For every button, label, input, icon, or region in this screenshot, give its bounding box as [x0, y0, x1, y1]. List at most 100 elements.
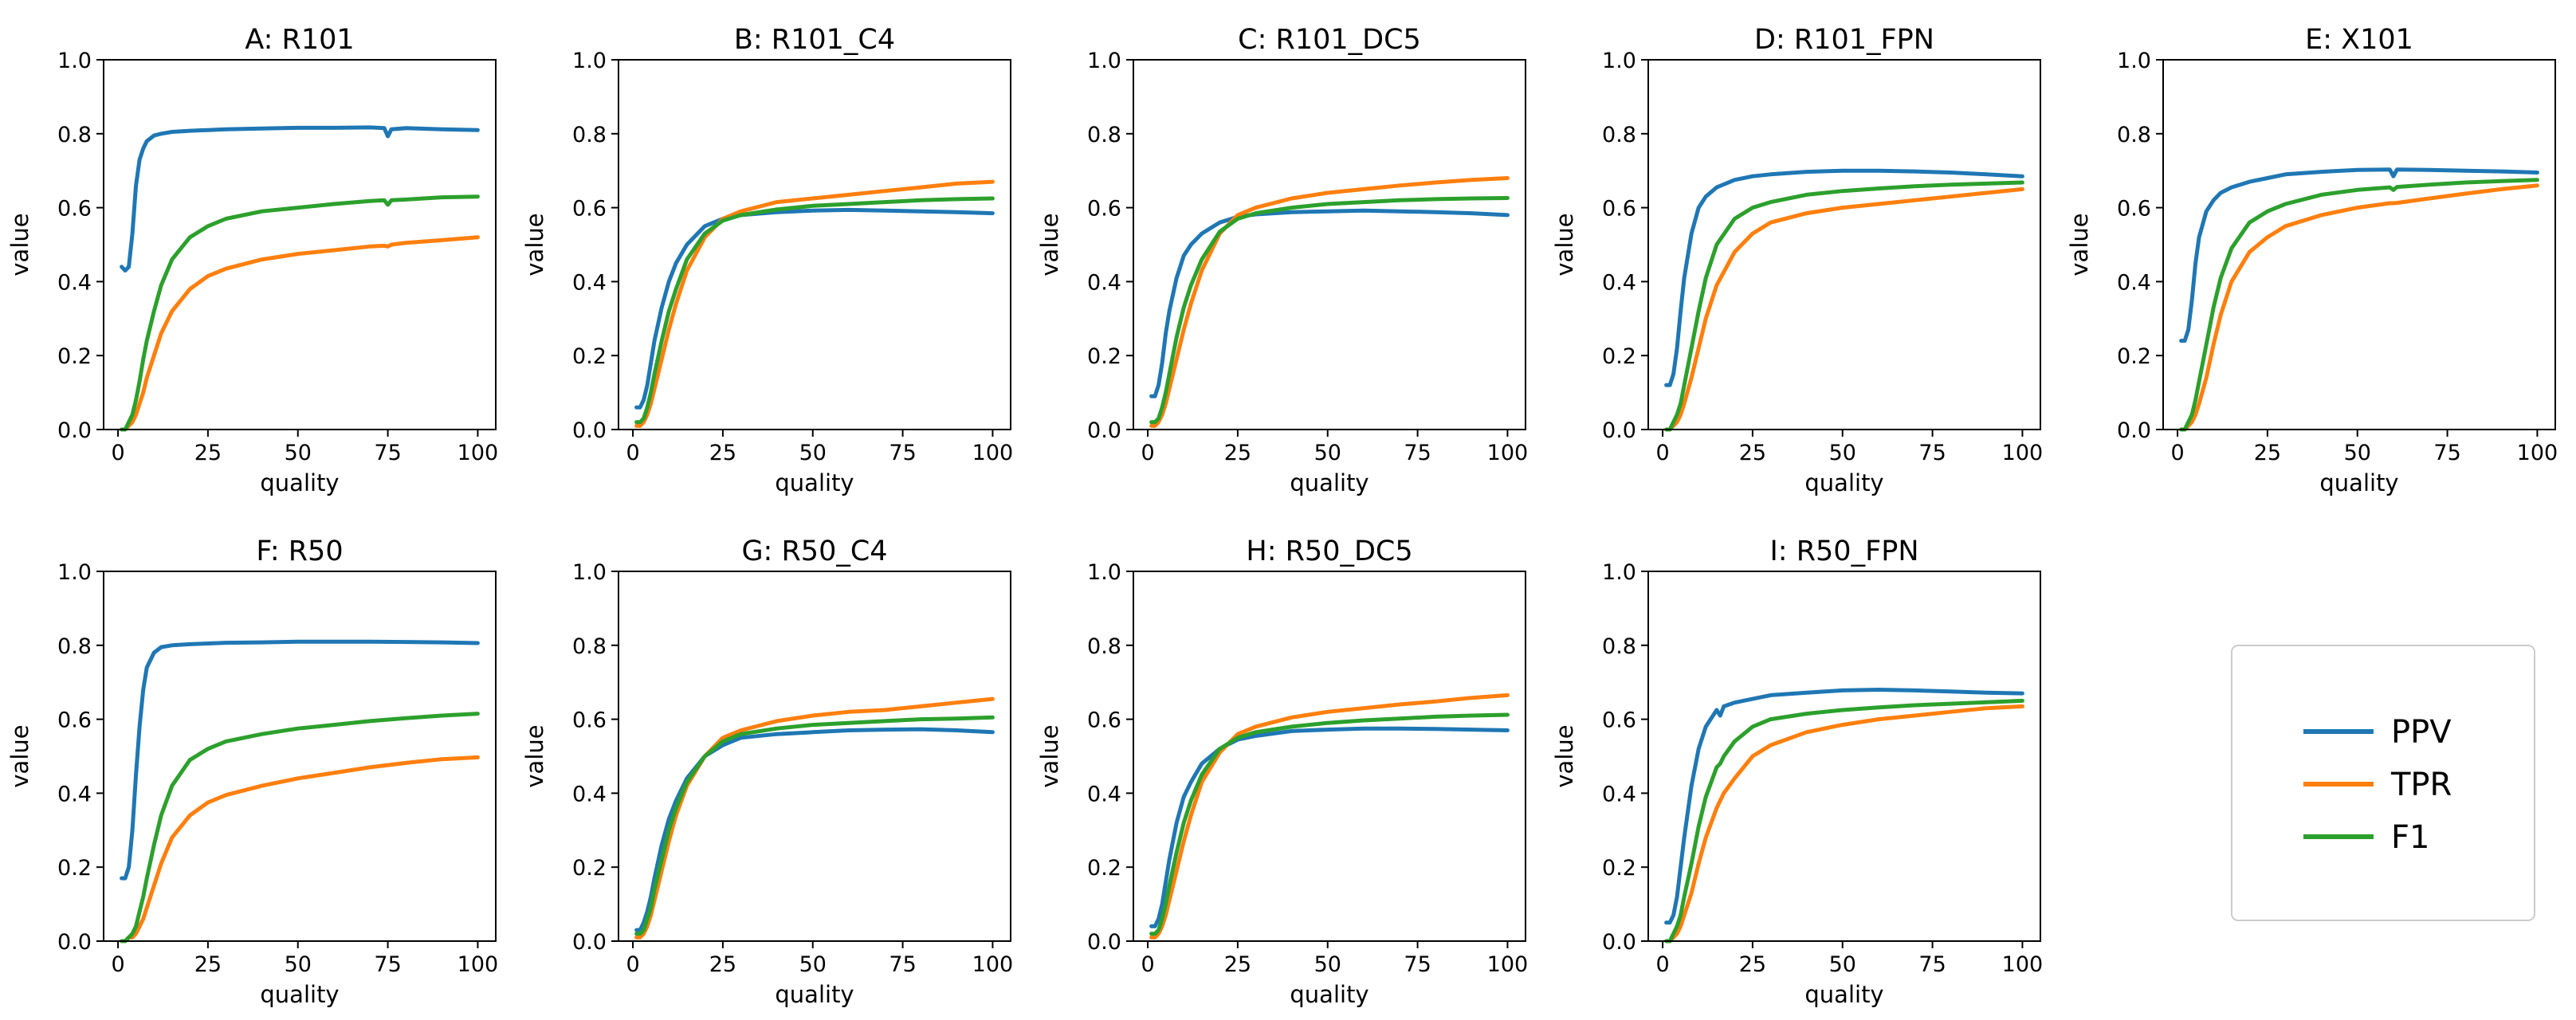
legend-label: F1 — [2391, 819, 2429, 856]
y-tick-label: 1.0 — [1087, 560, 1121, 585]
y-tick-label: 0.8 — [57, 123, 92, 147]
x-tick-label: 50 — [1314, 952, 1341, 977]
y-tick-label: 0.6 — [1087, 197, 1121, 222]
x-axis-label: quality — [260, 981, 339, 1008]
y-tick-label: 0.6 — [2117, 197, 2151, 222]
y-axis-label: value — [6, 213, 33, 276]
y-tick-label: 0.4 — [2117, 270, 2151, 295]
y-tick-label: 1.0 — [1602, 49, 1636, 73]
x-tick-label: 25 — [194, 441, 222, 465]
x-tick-label: 75 — [1918, 441, 1946, 465]
x-tick-label: 50 — [1829, 441, 1856, 465]
y-tick-label: 0.0 — [1087, 418, 1121, 443]
series-line-f1 — [1664, 180, 2024, 432]
panel-title: E: X101 — [2305, 24, 2413, 56]
x-tick-label: 0 — [626, 441, 639, 465]
y-tick-label: 0.6 — [1602, 708, 1636, 733]
y-tick-label: 0.0 — [57, 930, 92, 955]
y-tick-label: 0.0 — [572, 418, 607, 443]
x-tick-label: 0 — [1141, 952, 1154, 977]
y-tick-label: 0.6 — [572, 708, 607, 733]
x-tick-label: 75 — [889, 952, 916, 977]
panel-title: B: R101_C4 — [734, 24, 895, 56]
x-axis-label: quality — [1290, 981, 1368, 1008]
y-tick-label: 0.2 — [1602, 344, 1636, 369]
x-tick-label: 0 — [1655, 952, 1669, 977]
x-tick-label: 0 — [2170, 441, 2184, 465]
y-tick-label: 0.2 — [2117, 344, 2151, 369]
y-tick-label: 1.0 — [57, 49, 92, 73]
x-tick-label: 100 — [2002, 952, 2044, 977]
x-tick-label: 75 — [374, 441, 401, 465]
x-tick-label: 0 — [626, 952, 639, 977]
x-tick-label: 25 — [194, 952, 222, 977]
axes-frame — [1133, 571, 1526, 942]
y-axis-label: value — [1036, 724, 1063, 787]
x-tick-label: 75 — [1918, 952, 1946, 977]
panels: 0 25 50 75 100 0.0 0.2 0.4 0.6 0.8 1.0 A: R101 quali… — [6, 24, 2558, 1008]
x-axis-label: quality — [1804, 981, 1883, 1008]
y-axis-label: value — [1036, 213, 1063, 276]
series-line-f1 — [120, 194, 480, 432]
y-tick-label: 0.4 — [57, 270, 92, 295]
panel-a: 0 25 50 75 100 0.0 0.2 0.4 0.6 0.8 1.0 A: R101 quali… — [6, 24, 498, 496]
y-tick-label: 0.8 — [572, 634, 607, 659]
y-tick-label: 0.4 — [572, 782, 607, 806]
y-axis-label: value — [1551, 724, 1578, 787]
x-tick-label: 100 — [972, 952, 1014, 977]
y-tick-label: 0.0 — [1602, 930, 1636, 955]
y-tick-label: 0.2 — [1087, 856, 1121, 881]
y-tick-label: 1.0 — [572, 560, 607, 585]
y-tick-label: 0.4 — [1602, 270, 1636, 295]
x-tick-label: 100 — [457, 952, 499, 977]
axes-frame — [1647, 571, 2041, 942]
series-line-tpr — [1149, 176, 1510, 428]
x-tick-label: 50 — [2344, 441, 2371, 465]
panel-title: G: R50_C4 — [741, 536, 887, 567]
x-tick-label: 50 — [1829, 952, 1856, 977]
y-tick-label: 0.2 — [57, 856, 92, 881]
panel-title: I: R50_FPN — [1769, 536, 1918, 567]
axes-frame — [1133, 59, 1526, 430]
series-line-tpr — [1664, 186, 2024, 432]
series-line-f1 — [2179, 178, 2539, 432]
panel-title: H: R50_DC5 — [1246, 536, 1412, 567]
series-line-ppv — [120, 125, 480, 273]
panel-title: F: R50 — [256, 536, 343, 567]
axes-frame — [2162, 59, 2556, 430]
legend-box — [2231, 645, 2535, 921]
series-line-f1 — [1664, 698, 2024, 944]
x-tick-label: 100 — [2002, 441, 2044, 465]
x-tick-label: 25 — [709, 952, 736, 977]
y-tick-label: 1.0 — [1087, 49, 1121, 73]
x-tick-label: 25 — [709, 441, 736, 465]
y-tick-label: 0.6 — [1087, 708, 1121, 733]
x-axis-label: quality — [775, 981, 854, 1008]
panel-h: 0 25 50 75 100 0.0 0.2 0.4 0.6 0.8 1.0 H: R50_DC5qu… — [1036, 536, 1528, 1008]
y-tick-label: 0.4 — [1602, 782, 1636, 806]
y-tick-label: 0.8 — [572, 123, 607, 147]
series-line-ppv — [1149, 208, 1510, 398]
x-tick-label: 100 — [972, 441, 1014, 465]
x-axis-label: quality — [260, 469, 339, 496]
y-tick-label: 0.6 — [572, 197, 607, 222]
y-tick-label: 0.0 — [2117, 418, 2151, 443]
x-tick-label: 25 — [1224, 441, 1251, 465]
legend-item-tpr: TPR — [2303, 767, 2452, 803]
y-tick-label: 0.0 — [1602, 418, 1636, 443]
series-line-tpr — [634, 179, 995, 428]
y-tick-label: 0.2 — [1602, 856, 1636, 881]
y-tick-label: 0.0 — [1087, 930, 1121, 955]
axes-frame — [103, 571, 497, 942]
x-axis-label: quality — [2319, 469, 2398, 496]
series-line-tpr — [120, 755, 480, 944]
legend-label: PPV — [2391, 714, 2452, 751]
x-axis-label: quality — [775, 469, 854, 496]
y-tick-label: 1.0 — [2117, 49, 2151, 73]
x-tick-label: 25 — [1224, 952, 1251, 977]
x-tick-label: 0 — [1655, 441, 1669, 465]
y-tick-label: 0.2 — [1087, 344, 1121, 369]
x-tick-label: 75 — [2433, 441, 2460, 465]
series-line-f1 — [634, 715, 995, 936]
